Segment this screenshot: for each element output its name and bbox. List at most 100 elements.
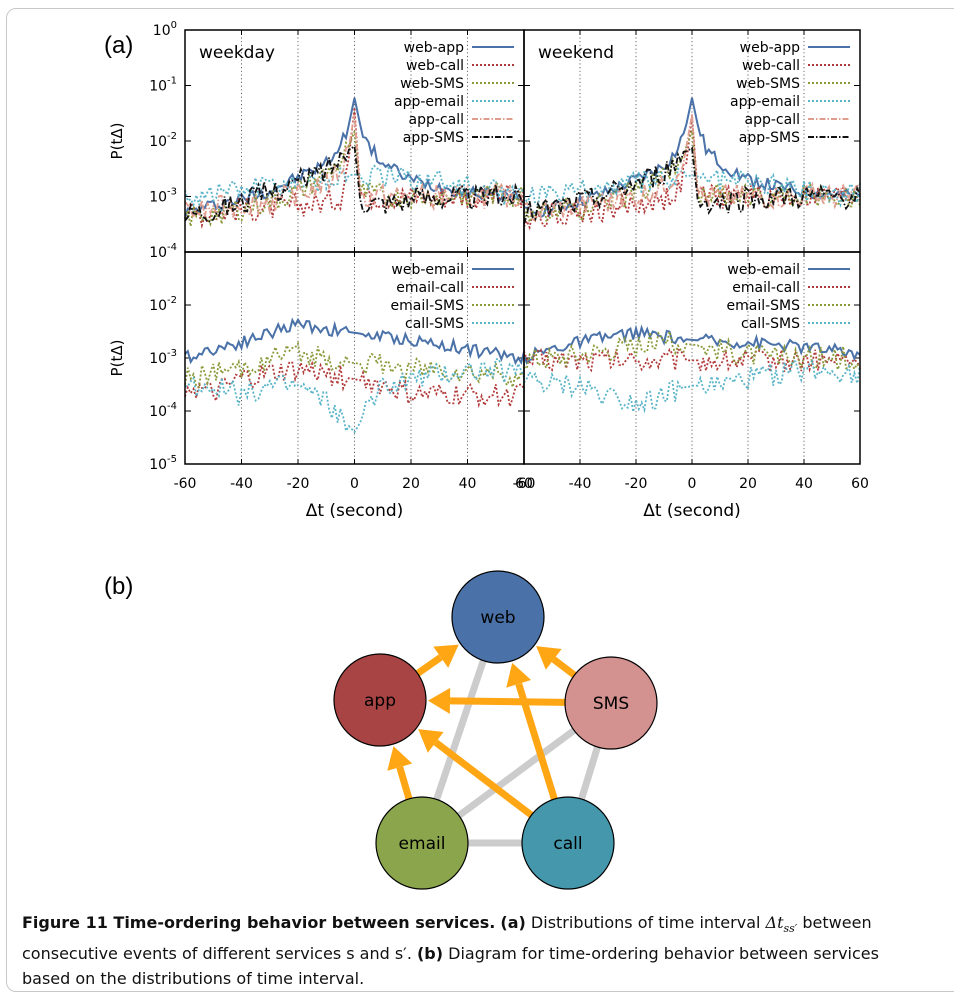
legend: web-app web-call web-SMS app-email app-call a… [730,40,850,146]
subplot-panel-3: 10-5 10-4 10-3 10-2 -60 -40 -20 0 20 40 60 web-emai… [108,251,533,520]
x-tick-label: -20 [625,476,648,492]
caption-b-label: (b) [416,944,444,964]
x-tick-label: 60 [851,476,869,492]
legend-label: web-email [391,262,464,278]
arrowhead-SMS-to-app [428,687,451,714]
legend-label: app-call [409,112,464,128]
x-tick-label: -20 [287,476,310,492]
legend: web-email email-call email-SMS call-SMS [726,262,850,332]
x-tick-label: 0 [350,476,359,492]
node-circle-app [333,653,427,747]
legend-label: web-SMS [400,76,464,92]
x-tick-label: 20 [402,476,420,492]
arrow-email-to-app [396,766,413,800]
y-tick-label: 10-1 [149,76,177,95]
node-circle-email [375,796,469,890]
y-tick-label: 10-4 [149,242,177,261]
node-label-email: email [399,834,446,854]
x-tick-label: 60 [515,476,533,492]
arrow-SMS-to-web [551,656,577,678]
x-tick-label: 40 [459,476,477,492]
plot-frame [523,251,861,465]
arrow-SMS-to-app [449,697,566,706]
node-label-call: call [553,834,582,854]
x-tick-label: 20 [739,476,757,492]
legend-label: web-call [742,58,800,74]
series-app-SMS [523,146,861,225]
node-circle-web [451,570,545,664]
series-app-email [184,164,525,208]
series-email-SMS [184,341,525,391]
legend-label: app-SMS [403,130,464,146]
node-call: call [521,796,615,890]
x-tick-label: -60 [174,476,197,492]
node-web: web [451,570,545,664]
y-axis-label: P(tΔ) [108,123,126,160]
legend-label: email-call [396,280,464,296]
legend: web-email email-call email-SMS call-SMS [390,262,514,332]
series-web-email [184,317,525,366]
time-ordering-diagram: web app SMS email call [333,570,658,890]
arrowhead-call-to-app [418,729,444,753]
y-tick-label: 10-3 [149,348,177,367]
figure-caption: Figure 11 Time-ordering behavior between… [22,910,932,991]
series-call-SMS [184,358,525,434]
subplot-weekend: weekend web-app web-call web-SMS app-email ap… [523,29,861,253]
legend-label: email-SMS [390,298,464,314]
panel-b-label: (b) [104,573,134,600]
legend-label: email-call [732,280,800,296]
arrow-app-to-web [415,654,443,677]
y-axis-label: P(tΔ) [108,340,126,377]
legend-label: web-SMS [736,76,800,92]
series-app-SMS [184,144,525,223]
legend-label: web-email [727,262,800,278]
legend: web-app web-call web-SMS app-email app-call a… [394,40,514,146]
y-tick-label: 10-5 [149,454,177,473]
arrow-call-to-app [433,739,534,818]
x-tick-label: 0 [688,476,697,492]
y-tick-label: 10-2 [149,295,177,314]
series-app-call [184,114,525,220]
caption-a-text: Distributions of time interval [525,913,766,932]
node-label-SMS: SMS [593,694,629,714]
node-email: email [375,796,469,890]
legend-label: email-SMS [726,298,800,314]
y-tick-label: 10-3 [149,187,177,206]
figure-frame [6,8,954,992]
node-label-web: web [480,608,515,628]
x-axis-label: Δt (second) [306,501,404,520]
legend-label: web-call [406,58,464,74]
legend-label: app-email [730,94,800,110]
x-tick-label: -40 [569,476,592,492]
node-label-app: app [364,691,396,711]
arrowhead-SMS-to-web [536,646,562,670]
series-email-call [523,347,861,373]
caption-symbol-sub: ss′ [783,922,798,936]
node-circle-call [521,796,615,890]
series-call-SMS [523,358,861,414]
x-tick-label: -40 [230,476,253,492]
subplot-title-weekday: weekday [199,43,275,63]
caption-a-label: (a) [500,913,526,932]
y-tick-label: 10-4 [149,401,177,420]
series-email-call [184,359,525,409]
node-app: app [333,653,427,747]
caption-symbol: Δt [765,913,784,932]
y-tick-label: 10-2 [149,131,177,150]
time-interval-distribution-plots: 10-4 10-3 10-2 10-1 100 weekday web-app web-cal… [108,20,869,520]
legend-label: web-app [404,40,464,56]
arrowhead-call-to-web [506,662,532,688]
series-web-SMS [523,130,861,223]
arrowhead-app-to-web [433,644,459,668]
subplot-title-weekend: weekend [538,43,614,63]
node-circle-SMS [564,656,658,750]
legend-label: web-app [740,40,800,56]
legend-label: app-SMS [739,130,800,146]
series-web-SMS [184,130,525,227]
x-tick-label: -60 [513,476,536,492]
node-SMS: SMS [564,656,658,750]
series-web-call [184,107,525,229]
caption-title: Figure 11 Time-ordering behavior between… [22,913,496,932]
arrowhead-email-to-app [387,746,413,771]
legend-label: app-call [745,112,800,128]
